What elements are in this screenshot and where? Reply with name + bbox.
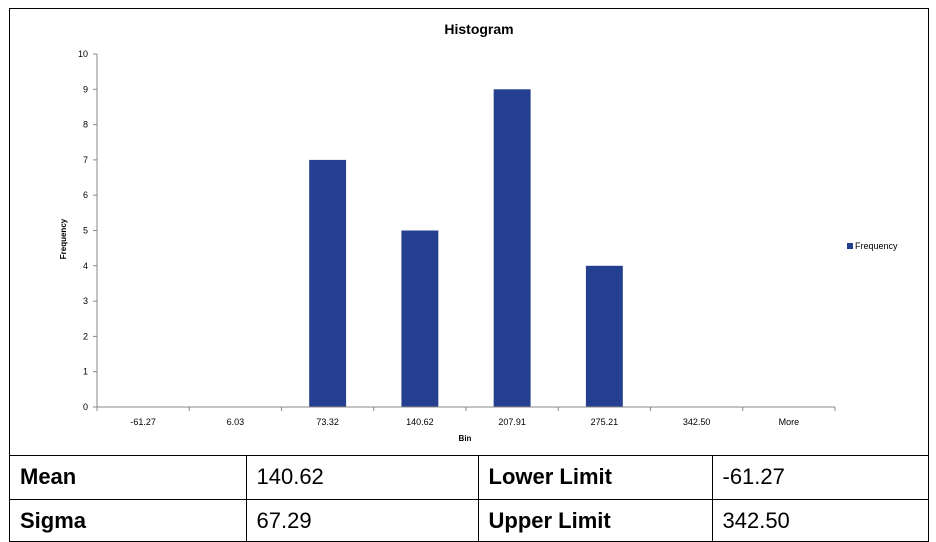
legend: Frequency — [847, 241, 898, 251]
y-tick-label: 10 — [78, 49, 88, 59]
histogram-report: 0 1 2 3 4 5 6 7 8 9 10 -61.27 6.03 73.32 140.62 207.91… — [9, 8, 929, 542]
y-tick-label: 5 — [83, 226, 88, 236]
y-axis-ticks: 0 1 2 3 4 5 6 7 8 9 10 — [78, 49, 97, 412]
y-tick-label: 1 — [83, 367, 88, 377]
mean-value: 140.62 — [245, 456, 479, 500]
bar-275.21 — [585, 265, 623, 407]
y-tick-label: 7 — [83, 155, 88, 165]
bar-140.62 — [401, 230, 439, 407]
x-axis-label: Bin — [459, 434, 472, 443]
stats-row: Mean 140.62 Lower Limit -61.27 — [10, 456, 928, 500]
bar-73.32 — [309, 159, 347, 407]
x-tick-label: More — [779, 417, 800, 427]
sigma-label: Sigma — [10, 498, 247, 542]
x-tick-label: 207.91 — [498, 417, 526, 427]
histogram-chart: 0 1 2 3 4 5 6 7 8 9 10 -61.27 6.03 73.32 140.62 207.91… — [10, 9, 928, 455]
y-tick-label: 2 — [83, 331, 88, 341]
legend-entry: Frequency — [855, 241, 898, 251]
lower-limit-label: Lower Limit — [477, 456, 713, 500]
x-tick-label: -61.27 — [130, 417, 156, 427]
x-tick-label: 140.62 — [406, 417, 434, 427]
y-tick-label: 8 — [83, 120, 88, 130]
chart-title: Histogram — [444, 21, 513, 37]
x-tick-label: 6.03 — [227, 417, 245, 427]
bars — [309, 89, 623, 408]
statistics-table: Mean 140.62 Lower Limit -61.27 Sigma 67.… — [10, 455, 928, 542]
y-tick-label: 6 — [83, 190, 88, 200]
x-tick-label: 275.21 — [591, 417, 619, 427]
mean-label: Mean — [10, 456, 247, 500]
y-tick-label: 0 — [83, 402, 88, 412]
y-tick-label: 4 — [83, 261, 88, 271]
y-tick-label: 3 — [83, 296, 88, 306]
y-tick-label: 9 — [83, 84, 88, 94]
stats-row: Sigma 67.29 Upper Limit 342.50 — [10, 498, 928, 542]
upper-limit-value: 342.50 — [711, 498, 928, 542]
y-axis-label: Frequency — [59, 218, 68, 259]
x-axis-ticks: -61.27 6.03 73.32 140.62 207.91 275.21 342.50 M… — [96, 407, 836, 427]
x-tick-label: 73.32 — [316, 417, 339, 427]
legend-swatch — [847, 243, 853, 249]
chart-svg: 0 1 2 3 4 5 6 7 8 9 10 -61.27 6.03 73.32 140.62 207.91… — [59, 21, 898, 443]
upper-limit-label: Upper Limit — [477, 498, 713, 542]
bar-207.91 — [493, 89, 531, 408]
x-tick-label: 342.50 — [683, 417, 711, 427]
sigma-value: 67.29 — [245, 498, 479, 542]
lower-limit-value: -61.27 — [711, 456, 928, 500]
